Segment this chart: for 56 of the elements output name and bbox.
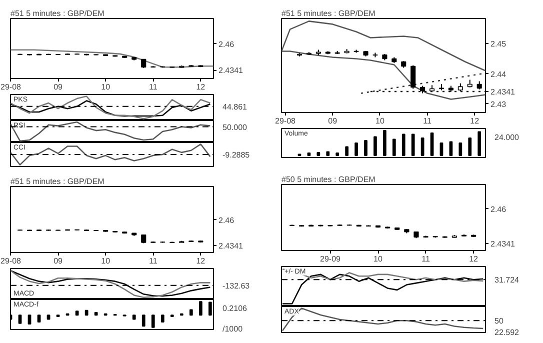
x-tick-label: 12 (196, 82, 206, 92)
text: -9.2885 (222, 150, 250, 160)
text: /1000 (222, 324, 244, 334)
x-tick-label: 29-08 (275, 116, 296, 126)
text: 44.861 (222, 102, 248, 112)
x-tick-label: 10 (101, 256, 111, 266)
text: 31.724 (494, 276, 520, 285)
x-tick-label: 12 (469, 254, 479, 264)
x-tick-label: 29-09 (320, 254, 342, 264)
chart-title: #51 5 minutes : GBP/DEM (10, 177, 105, 186)
y-tick-label: 2.45 (490, 40, 507, 49)
x-tick-label: 12 (470, 116, 480, 126)
x-tick-label: 11 (422, 254, 430, 264)
x-tick-label: 10 (374, 254, 384, 264)
y-tick-label: 2.4341 (490, 239, 516, 248)
text: -132.63 (222, 281, 250, 290)
bar (28, 314, 32, 325)
bar (37, 314, 41, 322)
y-tick-label: 2.46 (218, 216, 235, 225)
bar (160, 314, 164, 322)
bar (46, 314, 50, 320)
y-tick-label: 2.43 (490, 100, 507, 109)
x-tick-label: 10 (376, 116, 385, 126)
x-tick-label: 11 (148, 256, 158, 266)
x-tick-label: 10 (101, 82, 111, 92)
bar (132, 314, 136, 320)
text: 50 (494, 316, 504, 326)
x-tick-label: 12 (196, 256, 206, 266)
y-tick-label: 2.4341 (218, 241, 244, 250)
x-tick-label: 09 (54, 256, 64, 266)
x-tick-label: 29-08 (0, 256, 22, 266)
chart-title: #51 5 minutes : GBP/DEM (282, 9, 376, 18)
line-series (10, 49, 214, 68)
x-tick-label: 09 (54, 82, 64, 92)
y-tick-label: 2.44 (490, 70, 507, 79)
text: 50.000 (222, 122, 248, 132)
bar (142, 314, 146, 327)
text: 22.592 (494, 328, 520, 337)
chart-title: #50 5 minutes : GBP/DEM (282, 175, 376, 184)
bar (18, 314, 22, 324)
y-tick-label: 2.4341 (490, 87, 516, 96)
y-tick-label: 2.4341 (218, 66, 244, 76)
text: 24.000 (494, 133, 520, 142)
x-tick-label: 11 (423, 116, 432, 126)
bar (94, 312, 98, 316)
candlestick (410, 64, 416, 90)
x-tick-label: 29-08 (0, 82, 22, 92)
x-tick-label: 09 (328, 116, 338, 126)
y-tick-label: 2.46 (218, 40, 235, 49)
bar (75, 310, 79, 316)
chart-title: #51 5 minutes : GBP/DEM (10, 9, 105, 18)
y-tick-label: 2.46 (490, 204, 507, 214)
text: 0.2106 (222, 304, 248, 313)
x-tick-label: 11 (148, 82, 158, 92)
bar (189, 309, 193, 316)
bar (84, 310, 88, 316)
